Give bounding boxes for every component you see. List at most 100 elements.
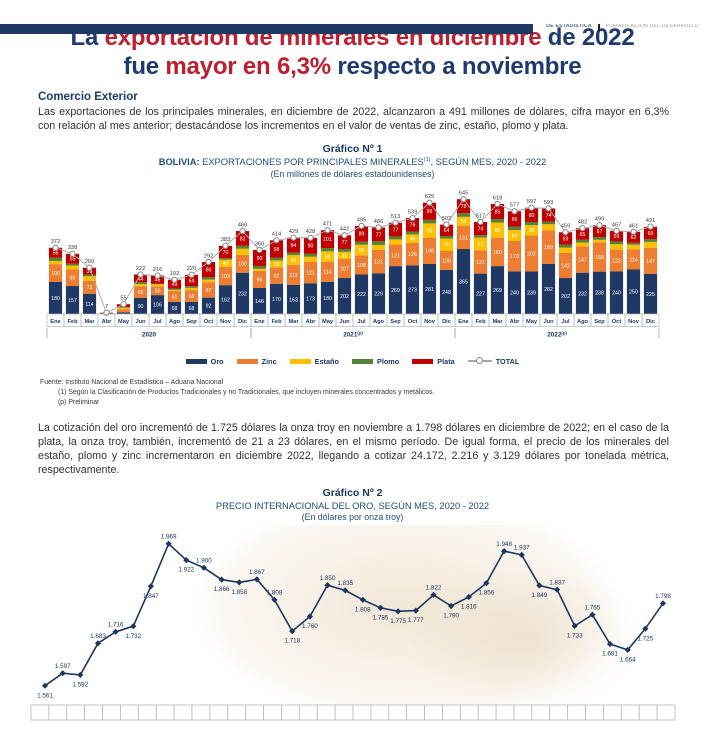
bar-segment-zinc — [286, 264, 300, 285]
masthead-bar — [0, 24, 533, 34]
bar-segment-zinc — [524, 235, 538, 271]
bar-segment-value: 147 — [578, 257, 587, 263]
source-block: Fuente: Instituto Nacional de Estadístic… — [40, 378, 705, 409]
intro-paragraph: Las exportaciones de los principales min… — [38, 105, 669, 132]
bar-segment-plomo — [320, 247, 334, 251]
total-marker — [612, 227, 620, 234]
bar-segment-value: 62 — [511, 233, 517, 239]
bar-segment-value: 44 — [137, 276, 143, 282]
bar-segment-plomo — [82, 274, 96, 276]
month-label: Jul — [561, 318, 570, 324]
title-line1-post: de 2022 — [541, 24, 635, 51]
total-value-label: 55 — [120, 295, 126, 301]
total-value-label: 216 — [152, 267, 162, 273]
bar-segment-plomo — [65, 263, 79, 266]
month-label: Jul — [357, 318, 366, 324]
x-axis-group — [30, 704, 675, 721]
bar-segment-value: 180 — [323, 295, 332, 301]
total-marker — [255, 246, 263, 253]
price-marker — [535, 582, 542, 589]
bar-segment-oro — [252, 287, 266, 314]
price-value-label: 1.592 — [72, 682, 88, 689]
price-marker — [147, 583, 154, 590]
bar-segment-value: 40 — [222, 261, 228, 267]
bar-segment-plomo — [439, 235, 453, 239]
bar-segment-zinc — [609, 249, 623, 271]
bar-segment-plomo — [150, 283, 164, 284]
title-line2-emphasis: mayor en 6,3% — [165, 52, 331, 80]
bar-segment-zinc — [422, 237, 436, 264]
total-marker — [136, 270, 144, 278]
total-value-label: 360 — [254, 241, 264, 247]
price-marker — [482, 580, 489, 587]
legend-swatch — [236, 358, 258, 364]
price-marker — [394, 608, 401, 615]
total-value-label: 220 — [186, 266, 196, 272]
bar-segment-zinc — [269, 266, 283, 284]
month-label: Mar — [84, 318, 95, 324]
chart1-subtitle-rest: EXPORTACIONES POR PRINCIPALES MINERALES — [199, 157, 424, 168]
chart1-area: 180 100 56 157 93 55 114 72 39 90 65 44 106 50 46 68 61 4… — [38, 183, 668, 355]
footnote-line: (1) Según la Clasificación de Productos … — [58, 388, 435, 396]
bar-segment-oro — [524, 270, 538, 314]
bar-segment-value: 84 — [290, 243, 296, 249]
total-marker — [51, 244, 59, 251]
bar-segment-value: 56 — [290, 257, 296, 263]
bar-segment-plomo — [133, 281, 147, 284]
total-marker — [153, 271, 161, 279]
bar-segment-zinc — [575, 246, 589, 273]
bar-segment-estaño — [252, 268, 266, 271]
bar-segment-plomo — [524, 221, 538, 225]
masthead-logos: DE ESTADÍSTICA PLANIFICACIÓN DEL DESARRO… — [546, 24, 699, 32]
bar-segment-value: 126 — [408, 252, 417, 258]
bar-segment-estaño — [388, 238, 402, 245]
title-line2-post: respecto a noviembre — [330, 52, 582, 80]
month-cell — [495, 704, 514, 721]
bar-segment-zinc — [490, 237, 504, 266]
bar-segment-estaño — [167, 289, 181, 291]
month-label: Ene — [254, 318, 264, 324]
bar-segment-oro — [235, 272, 249, 314]
bar-segment-value: 86 — [205, 267, 211, 273]
bar-segment-value: 67 — [596, 229, 602, 235]
bar-segment-value: 76 — [409, 222, 415, 228]
bar-segment-plomo — [473, 234, 487, 238]
bar-segment-value: 96 — [426, 209, 432, 215]
bar-segment-value: 66 — [188, 293, 194, 299]
month-cell — [352, 704, 371, 721]
price-marker — [59, 670, 66, 677]
total-marker — [204, 258, 212, 265]
bar-segment-plomo — [303, 253, 317, 257]
total-marker — [306, 234, 314, 241]
bar-segment-zinc — [218, 266, 232, 285]
bar-segment-value: 107 — [340, 266, 349, 272]
total-value-label: 577 — [509, 202, 519, 208]
bar-segment-oro — [558, 277, 572, 314]
month-cell — [65, 704, 85, 721]
bar-segment-value: 131 — [374, 259, 383, 265]
total-value-label: 482 — [577, 219, 587, 225]
bar-segment-estaño — [439, 238, 453, 251]
price-value-label: 1.867 — [249, 569, 265, 576]
bar-segment-value: 225 — [646, 291, 655, 297]
bar-segment-plomo — [592, 236, 606, 240]
bar-segment-value: 269 — [391, 287, 400, 293]
total-value-label: 593 — [543, 199, 553, 205]
bar-segment-zinc — [303, 261, 317, 283]
bar-segment-value: 121 — [306, 270, 315, 276]
total-value-label: 459 — [560, 223, 570, 229]
legend-label: TOTAL — [495, 356, 520, 366]
bar-segment-plomo — [252, 265, 266, 269]
total-marker — [323, 226, 331, 233]
bar-segment-value: 189 — [544, 244, 553, 250]
ine-logo-fragment: DE ESTADÍSTICA — [546, 24, 592, 29]
chart2-title: Gráfico Nº 2 — [322, 487, 383, 500]
bar-segment-value: 49 — [171, 282, 177, 288]
total-value-label: 491 — [645, 218, 655, 224]
total-marker — [595, 221, 603, 228]
month-label: Feb — [475, 318, 486, 324]
gold-price-paragraph: La cotización del oro incrementó de 1.72… — [38, 421, 669, 476]
month-cell — [47, 704, 67, 721]
price-value-label: 1.790 — [443, 613, 459, 620]
